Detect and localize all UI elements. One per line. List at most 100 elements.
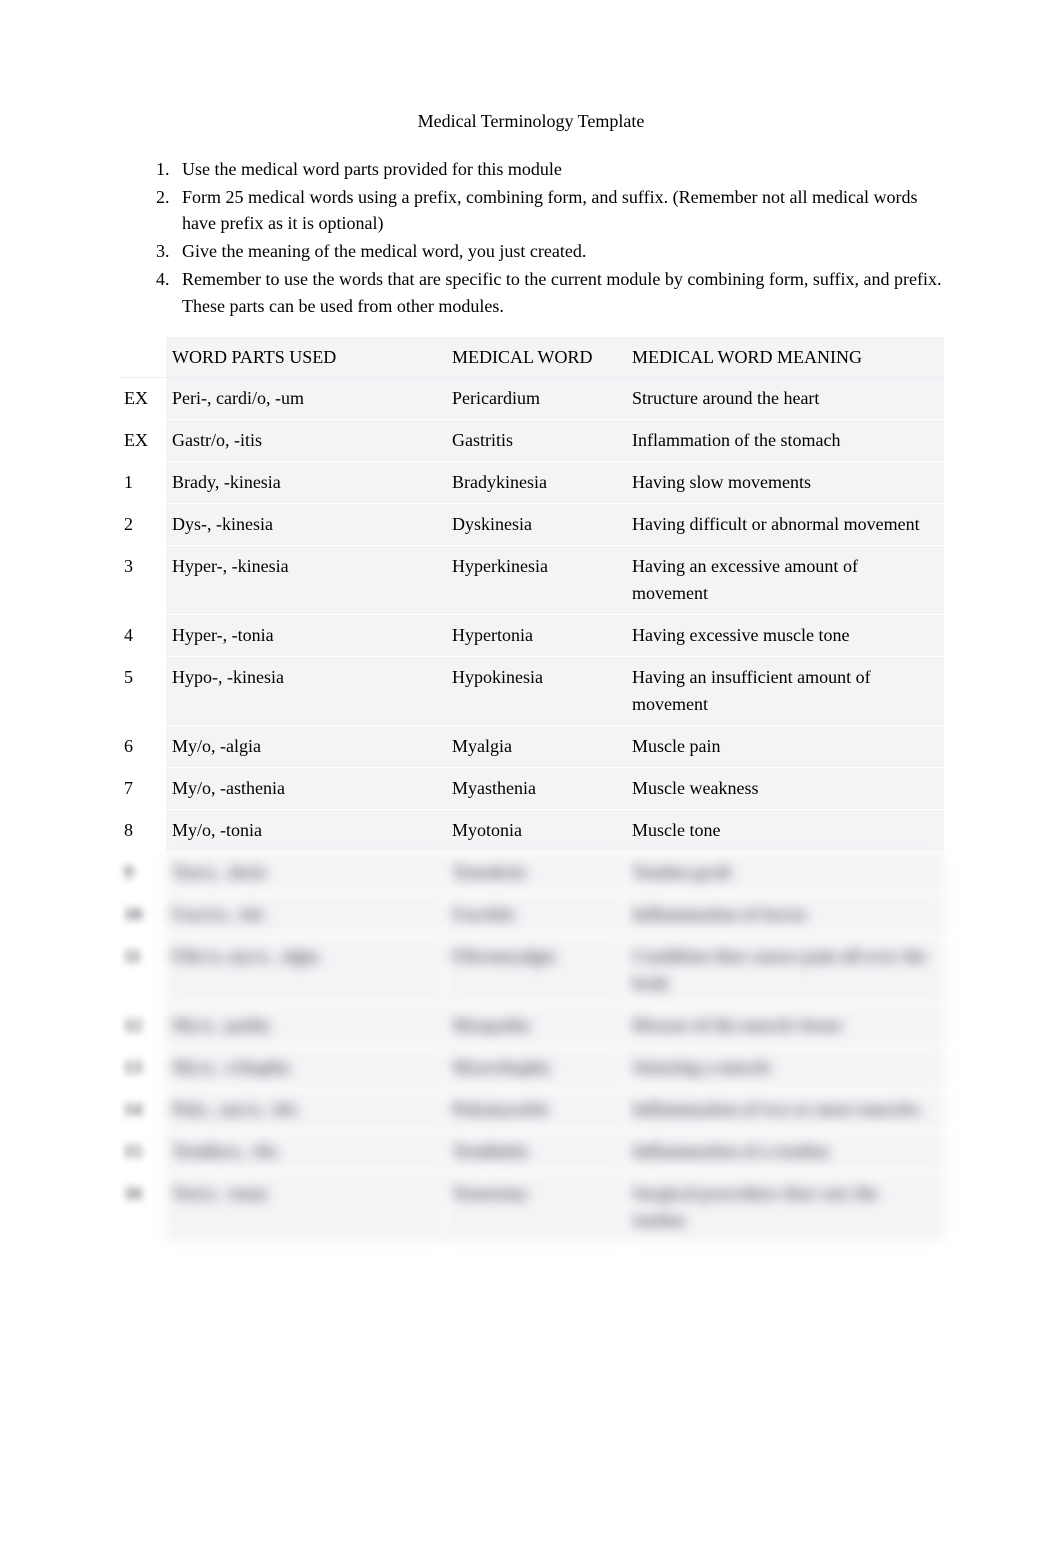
row-number: 13: [118, 1047, 166, 1089]
table-row: 14Poly-, my/o, -itisPolymyositisInflamma…: [118, 1089, 944, 1131]
meaning-cell: Condition that causes pain all over the …: [626, 936, 944, 1005]
meaning-cell: Suturing a muscle: [626, 1047, 944, 1089]
medical-word-cell: Bradykinesia: [446, 462, 626, 504]
medical-word-cell: Pericardium: [446, 378, 626, 420]
table-row: 16Ten/o, -tomyTenotomySurgical procedure…: [118, 1173, 944, 1242]
medical-word-cell: Hypertonia: [446, 615, 626, 657]
word-parts-cell: Ten/o, -desis: [166, 852, 446, 894]
meaning-cell: Inflammation of the stomach: [626, 420, 944, 462]
row-number: 10: [118, 894, 166, 936]
word-parts-cell: Dys-, -kinesia: [166, 504, 446, 546]
medical-word-cell: Myorrhaphy: [446, 1047, 626, 1089]
word-parts-cell: Poly-, my/o, -itis: [166, 1089, 446, 1131]
col-header-meaning: MEDICAL WORD MEANING: [626, 337, 944, 378]
terminology-table: WORD PARTS USED MEDICAL WORD MEDICAL WOR…: [118, 337, 944, 1242]
row-number: 6: [118, 726, 166, 768]
word-parts-cell: Fasci/o, -itis: [166, 894, 446, 936]
medical-word-cell: Dyskinesia: [446, 504, 626, 546]
row-number: 15: [118, 1131, 166, 1173]
meaning-cell: Having difficult or abnormal movement: [626, 504, 944, 546]
row-number: 11: [118, 936, 166, 1005]
medical-word-cell: Fasciitis: [446, 894, 626, 936]
word-parts-cell: Fibr/o, my/o, -algia: [166, 936, 446, 1005]
table-row: EXPeri-, cardi/o, -umPericardiumStructur…: [118, 378, 944, 420]
meaning-cell: Disease of the muscle tissue: [626, 1005, 944, 1047]
meaning-cell: Muscle pain: [626, 726, 944, 768]
table-row: 10Fasci/o, -itisFasciitisInflammation of…: [118, 894, 944, 936]
word-parts-cell: My/o, -asthenia: [166, 768, 446, 810]
table-row: 8My/o, -toniaMyotoniaMuscle tone: [118, 810, 944, 852]
word-parts-cell: Brady, -kinesia: [166, 462, 446, 504]
medical-word-cell: Hyperkinesia: [446, 546, 626, 615]
meaning-cell: Muscle weakness: [626, 768, 944, 810]
table-row: 15Tendin/o, -itisTendinitisInflammation …: [118, 1131, 944, 1173]
col-header-parts: WORD PARTS USED: [166, 337, 446, 378]
row-number: 14: [118, 1089, 166, 1131]
word-parts-cell: Hyper-, -tonia: [166, 615, 446, 657]
word-parts-cell: My/o, -algia: [166, 726, 446, 768]
table-row: 11Fibr/o, my/o, -algiaFibromyalgiaCondit…: [118, 936, 944, 1005]
meaning-cell: Having an insufficient amount of movemen…: [626, 657, 944, 726]
medical-word-cell: Hypokinesia: [446, 657, 626, 726]
medical-word-cell: Myopathy: [446, 1005, 626, 1047]
medical-word-cell: Tenodesis: [446, 852, 626, 894]
row-number: 5: [118, 657, 166, 726]
word-parts-cell: My/o, -rrhaphy: [166, 1047, 446, 1089]
instruction-item: Remember to use the words that are speci…: [174, 266, 944, 318]
instruction-item: Form 25 medical words using a prefix, co…: [174, 184, 944, 236]
word-parts-cell: Hyper-, -kinesia: [166, 546, 446, 615]
medical-word-cell: Gastritis: [446, 420, 626, 462]
instructions-list: Use the medical word parts provided for …: [160, 156, 944, 319]
row-number: 3: [118, 546, 166, 615]
word-parts-cell: My/o, -pathy: [166, 1005, 446, 1047]
meaning-cell: Inflammation of two or more muscles: [626, 1089, 944, 1131]
medical-word-cell: Tendinitis: [446, 1131, 626, 1173]
row-number: 2: [118, 504, 166, 546]
row-number: 1: [118, 462, 166, 504]
table-row: 4Hyper-, -toniaHypertoniaHaving excessiv…: [118, 615, 944, 657]
instruction-item: Give the meaning of the medical word, yo…: [174, 238, 944, 264]
word-parts-cell: Tendin/o, -itis: [166, 1131, 446, 1173]
word-parts-cell: Gastr/o, -itis: [166, 420, 446, 462]
table-row: EXGastr/o, -itisGastritisInflammation of…: [118, 420, 944, 462]
medical-word-cell: Fibromyalgia: [446, 936, 626, 1005]
meaning-cell: Surgical procedure that cuts the tendon: [626, 1173, 944, 1242]
table-row: 9Ten/o, -desisTenodesisTendon graft: [118, 852, 944, 894]
meaning-cell: Inflammation of a tendon: [626, 1131, 944, 1173]
table-body: EXPeri-, cardi/o, -umPericardiumStructur…: [118, 378, 944, 852]
meaning-cell: Having slow movements: [626, 462, 944, 504]
meaning-cell: Having an excessive amount of movement: [626, 546, 944, 615]
table-row: 6My/o, -algiaMyalgiaMuscle pain: [118, 726, 944, 768]
table-body-blurred: 9Ten/o, -desisTenodesisTendon graft10Fas…: [118, 852, 944, 1242]
table-row: 7My/o, -astheniaMyastheniaMuscle weaknes…: [118, 768, 944, 810]
word-parts-cell: My/o, -tonia: [166, 810, 446, 852]
medical-word-cell: Polymyositis: [446, 1089, 626, 1131]
meaning-cell: Having excessive muscle tone: [626, 615, 944, 657]
col-header-word: MEDICAL WORD: [446, 337, 626, 378]
medical-word-cell: Tenotomy: [446, 1173, 626, 1242]
table-row: 1Brady, -kinesiaBradykinesiaHaving slow …: [118, 462, 944, 504]
medical-word-cell: Myalgia: [446, 726, 626, 768]
row-number: 9: [118, 852, 166, 894]
row-number: 12: [118, 1005, 166, 1047]
word-parts-cell: Hypo-, -kinesia: [166, 657, 446, 726]
table-row: 12My/o, -pathyMyopathyDisease of the mus…: [118, 1005, 944, 1047]
table-row: 13My/o, -rrhaphyMyorrhaphySuturing a mus…: [118, 1047, 944, 1089]
row-number: 16: [118, 1173, 166, 1242]
medical-word-cell: Myasthenia: [446, 768, 626, 810]
word-parts-cell: Peri-, cardi/o, -um: [166, 378, 446, 420]
col-header-num: [118, 337, 166, 378]
table-row: 5Hypo-, -kinesiaHypokinesiaHaving an ins…: [118, 657, 944, 726]
row-number: 8: [118, 810, 166, 852]
row-number: EX: [118, 420, 166, 462]
table-header-row: WORD PARTS USED MEDICAL WORD MEDICAL WOR…: [118, 337, 944, 378]
table-row: 3Hyper-, -kinesiaHyperkinesiaHaving an e…: [118, 546, 944, 615]
table-row: 2Dys-, -kinesiaDyskinesiaHaving difficul…: [118, 504, 944, 546]
medical-word-cell: Myotonia: [446, 810, 626, 852]
meaning-cell: Muscle tone: [626, 810, 944, 852]
meaning-cell: Inflammation of fascia: [626, 894, 944, 936]
page-title: Medical Terminology Template: [118, 108, 944, 134]
meaning-cell: Structure around the heart: [626, 378, 944, 420]
word-parts-cell: Ten/o, -tomy: [166, 1173, 446, 1242]
instruction-item: Use the medical word parts provided for …: [174, 156, 944, 182]
